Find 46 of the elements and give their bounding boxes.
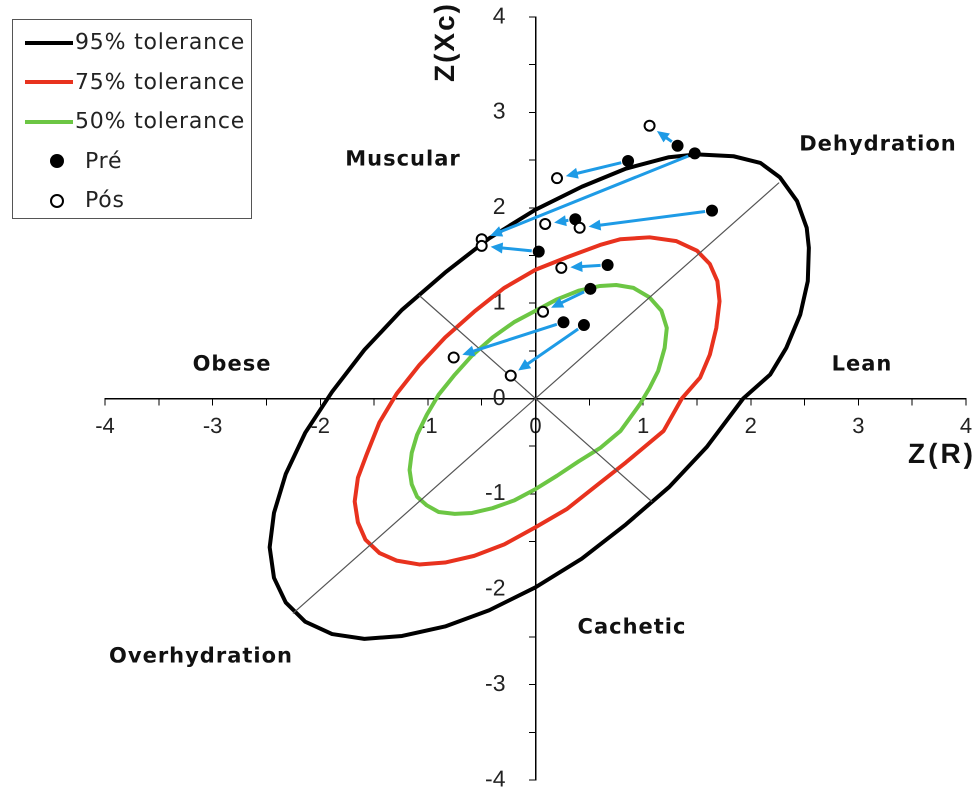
point bbox=[602, 258, 614, 271]
x-tick-label: 3 bbox=[852, 412, 864, 438]
x-tick-label: -3 bbox=[202, 412, 222, 438]
y-tick-label: -2 bbox=[485, 574, 506, 601]
x-axis-title: Z(R) bbox=[908, 438, 976, 470]
point bbox=[539, 218, 552, 230]
annotation: Obese bbox=[192, 351, 272, 376]
legend-label: 50% tolerance bbox=[75, 109, 246, 134]
annotation: Lean bbox=[832, 351, 892, 376]
point bbox=[569, 213, 582, 226]
annotation: Dehydration bbox=[799, 131, 957, 156]
point bbox=[557, 316, 570, 328]
point bbox=[622, 155, 634, 168]
point bbox=[574, 222, 586, 234]
x-tick-label: -2 bbox=[310, 412, 330, 438]
annotation: Overhydration bbox=[109, 643, 293, 668]
y-axis-title: Z(Xc) bbox=[429, 2, 460, 82]
point bbox=[476, 240, 488, 252]
point bbox=[672, 140, 684, 152]
annotation: Cachetic bbox=[578, 614, 686, 638]
x-tick-label: -4 bbox=[95, 412, 115, 438]
point bbox=[555, 262, 568, 274]
y-tick-label: 3 bbox=[492, 98, 506, 124]
annotation: Muscular bbox=[345, 146, 461, 170]
y-tick-label: -4 bbox=[485, 765, 506, 792]
point bbox=[537, 306, 550, 318]
x-tick-label: 2 bbox=[744, 412, 757, 438]
point bbox=[578, 319, 590, 332]
point bbox=[584, 282, 596, 295]
x-tick-label: 1 bbox=[637, 412, 650, 438]
y-tick-label: 4 bbox=[492, 2, 506, 28]
legend-label: 75% tolerance bbox=[75, 70, 246, 95]
point bbox=[551, 172, 564, 184]
point bbox=[532, 246, 545, 258]
y-tick-label: 2 bbox=[492, 193, 506, 220]
legend-label: 95% tolerance bbox=[75, 30, 246, 56]
point bbox=[688, 147, 701, 160]
y-tick-label: -3 bbox=[485, 670, 506, 696]
point bbox=[706, 204, 718, 217]
legend-label: Pós bbox=[85, 188, 125, 214]
legend-label: Pré bbox=[85, 148, 122, 174]
point bbox=[644, 120, 656, 132]
point bbox=[504, 370, 517, 382]
point bbox=[448, 351, 460, 364]
y-tick-label: -1 bbox=[485, 479, 506, 506]
x-tick-label: 4 bbox=[960, 412, 972, 438]
